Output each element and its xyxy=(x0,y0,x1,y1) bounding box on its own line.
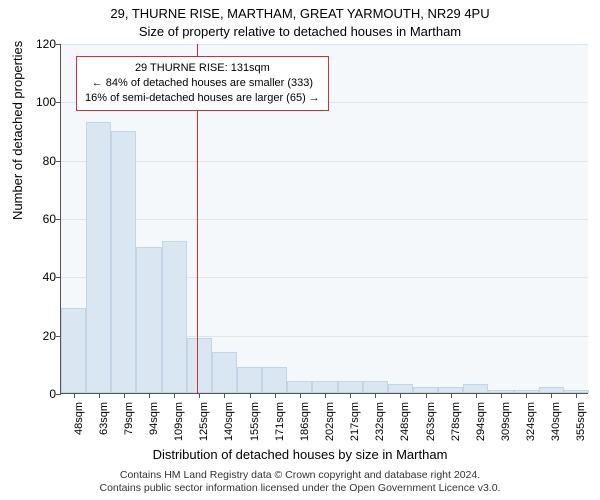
ytick-mark xyxy=(56,44,61,45)
xtick-label: 94sqm xyxy=(148,402,160,452)
ytick-mark xyxy=(56,219,61,220)
ytick-label: 20 xyxy=(26,329,56,343)
xtick-label: 263sqm xyxy=(425,402,437,452)
xtick-mark xyxy=(300,393,301,398)
xtick-label: 248sqm xyxy=(399,402,411,452)
histogram-bar xyxy=(312,381,337,393)
xtick-label: 324sqm xyxy=(525,402,537,452)
chart-subtitle: Size of property relative to detached ho… xyxy=(0,24,600,39)
xtick-mark xyxy=(551,393,552,398)
xtick-mark xyxy=(400,393,401,398)
xtick-mark xyxy=(224,393,225,398)
ytick-label: 120 xyxy=(26,37,56,51)
xtick-label: 48sqm xyxy=(73,402,85,452)
xtick-mark xyxy=(576,393,577,398)
histogram-bar xyxy=(287,381,312,393)
xtick-label: 217sqm xyxy=(349,402,361,452)
xtick-mark xyxy=(350,393,351,398)
histogram-bar xyxy=(388,384,413,393)
xtick-label: 355sqm xyxy=(575,402,587,452)
ytick-mark xyxy=(56,102,61,103)
xtick-label: 232sqm xyxy=(374,402,386,452)
histogram-bar xyxy=(363,381,388,393)
histogram-bar xyxy=(187,338,212,393)
ytick-label: 0 xyxy=(26,387,56,401)
xtick-label: 125sqm xyxy=(198,402,210,452)
xtick-label: 63sqm xyxy=(98,402,110,452)
chart-title-address: 29, THURNE RISE, MARTHAM, GREAT YARMOUTH… xyxy=(0,6,600,21)
xtick-label: 309sqm xyxy=(500,402,512,452)
annotation-box: 29 THURNE RISE: 131sqm← 84% of detached … xyxy=(76,56,329,111)
ytick-label: 40 xyxy=(26,270,56,284)
histogram-bar xyxy=(136,247,161,393)
xtick-label: 202sqm xyxy=(324,402,336,452)
xtick-mark xyxy=(426,393,427,398)
gridline-h xyxy=(61,161,588,162)
histogram-bar xyxy=(162,241,187,393)
xtick-label: 79sqm xyxy=(123,402,135,452)
xtick-mark xyxy=(149,393,150,398)
xtick-label: 340sqm xyxy=(550,402,562,452)
xtick-mark xyxy=(99,393,100,398)
xtick-label: 294sqm xyxy=(475,402,487,452)
xtick-mark xyxy=(526,393,527,398)
footer-line-1: Contains HM Land Registry data © Crown c… xyxy=(0,469,600,483)
ytick-label: 100 xyxy=(26,95,56,109)
histogram-bar xyxy=(338,381,363,393)
ytick-mark xyxy=(56,161,61,162)
ytick-mark xyxy=(56,277,61,278)
xtick-mark xyxy=(325,393,326,398)
annotation-line-1: 29 THURNE RISE: 131sqm xyxy=(85,61,320,76)
xtick-mark xyxy=(476,393,477,398)
histogram-bar xyxy=(212,352,237,393)
ytick-mark xyxy=(56,394,61,395)
xtick-mark xyxy=(451,393,452,398)
xtick-label: 140sqm xyxy=(223,402,235,452)
annotation-line-3: 16% of semi-detached houses are larger (… xyxy=(85,91,320,106)
xtick-label: 155sqm xyxy=(249,402,261,452)
gridline-h xyxy=(61,44,588,45)
histogram-bar xyxy=(237,367,262,393)
xtick-mark xyxy=(501,393,502,398)
footer-attribution: Contains HM Land Registry data © Crown c… xyxy=(0,469,600,496)
footer-line-2: Contains public sector information licen… xyxy=(0,482,600,496)
histogram-bar xyxy=(111,131,136,394)
xtick-mark xyxy=(250,393,251,398)
histogram-bar xyxy=(86,122,111,393)
xtick-mark xyxy=(74,393,75,398)
xtick-label: 278sqm xyxy=(450,402,462,452)
histogram-bar xyxy=(262,367,287,393)
annotation-line-2: ← 84% of detached houses are smaller (33… xyxy=(85,76,320,91)
ytick-label: 60 xyxy=(26,212,56,226)
xtick-label: 186sqm xyxy=(299,402,311,452)
xtick-label: 171sqm xyxy=(274,402,286,452)
gridline-h xyxy=(61,219,588,220)
xtick-mark xyxy=(174,393,175,398)
xtick-mark xyxy=(199,393,200,398)
histogram-bar xyxy=(61,308,86,393)
xtick-mark xyxy=(375,393,376,398)
y-axis-label: Number of detached properties xyxy=(10,41,25,220)
ytick-label: 80 xyxy=(26,154,56,168)
xtick-label: 109sqm xyxy=(173,402,185,452)
histogram-bar xyxy=(463,384,488,393)
xtick-mark xyxy=(124,393,125,398)
xtick-mark xyxy=(275,393,276,398)
